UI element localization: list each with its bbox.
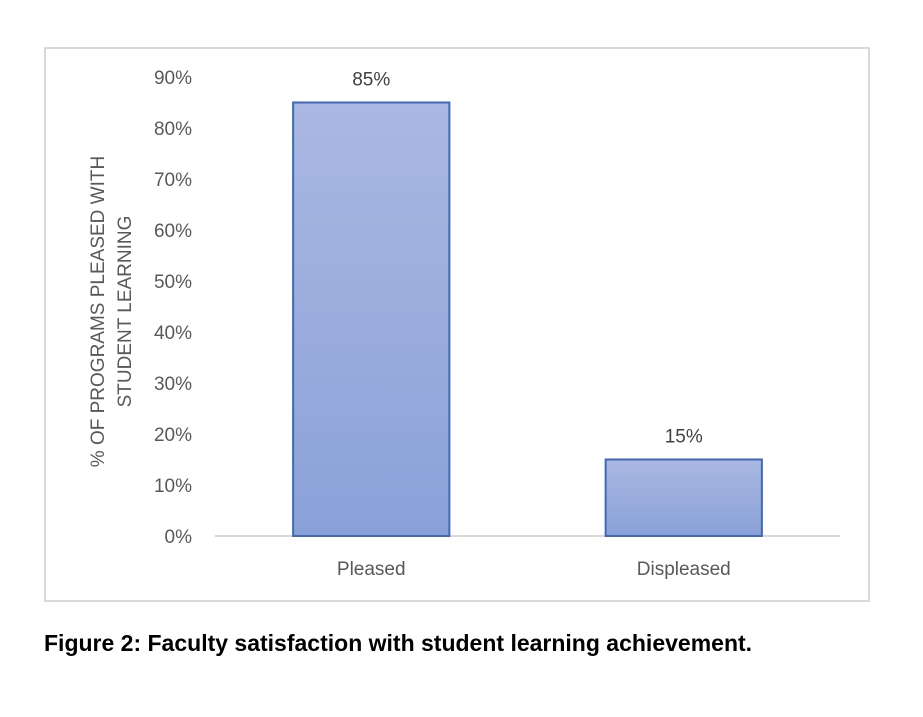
data-labels: 85% 15%	[352, 70, 703, 448]
bar-pleased	[292, 101, 451, 537]
y-tick-label: 10%	[154, 476, 192, 497]
y-tick-label: 70%	[154, 170, 192, 191]
x-tick-label-pleased: Pleased	[337, 559, 406, 580]
y-tick-label: 20%	[154, 425, 192, 446]
y-tick-label: 40%	[154, 323, 192, 344]
y-tick-label: 90%	[154, 68, 192, 89]
y-tick-label: 50%	[154, 272, 192, 293]
y-tick-label: 0%	[165, 527, 193, 548]
y-axis-title-line: STUDENT LEARNING	[115, 216, 136, 408]
data-label-pleased: 85%	[352, 70, 390, 91]
figure-caption: Figure 2: Faculty satisfaction with stud…	[44, 630, 753, 656]
y-axis-title: % OF PROGRAMS PLEASED WITH STUDENT LEARNI…	[88, 156, 136, 467]
x-tick-label-displeased: Displeased	[637, 559, 731, 580]
data-label-displeased: 15%	[665, 427, 703, 448]
bars	[292, 101, 763, 537]
x-axis-tick-labels: Pleased Displeased	[337, 559, 731, 580]
y-tick-label: 30%	[154, 374, 192, 395]
bar-displeased	[604, 458, 763, 537]
y-tick-label: 80%	[154, 119, 192, 140]
y-axis-tick-labels: 0% 10% 20% 30% 40% 50% 60% 70% 80% 90%	[154, 68, 192, 548]
y-tick-label: 60%	[154, 221, 192, 242]
y-axis-title-line: % OF PROGRAMS PLEASED WITH	[88, 156, 109, 467]
